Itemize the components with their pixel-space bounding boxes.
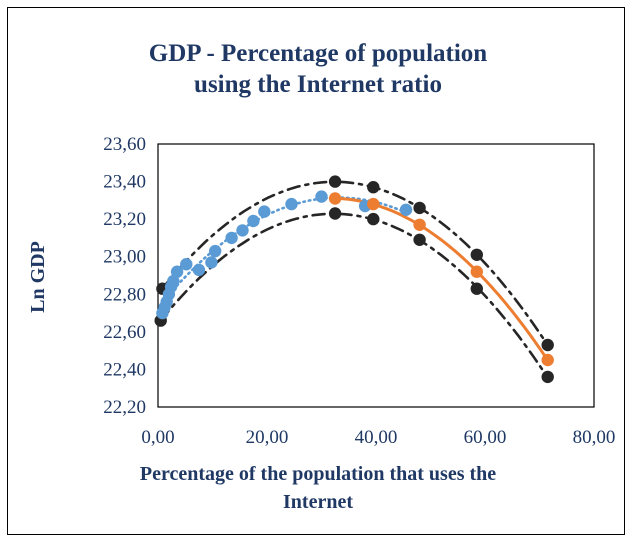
- data-point-s3-3: [413, 233, 426, 246]
- y-axis-title: Ln GDP: [27, 241, 49, 313]
- data-point-s2-4: [470, 248, 483, 261]
- data-point-s0-16: [315, 190, 328, 203]
- data-point-s2-1: [328, 175, 342, 188]
- x-axis-title-line-1: Percentage of the population that uses t…: [139, 463, 497, 485]
- data-point-s0-10: [209, 244, 222, 258]
- data-point-s0-15: [285, 197, 298, 211]
- chart-title-line-1: GDP - Percentage of population: [148, 40, 488, 67]
- data-point-s2-5: [541, 338, 554, 352]
- data-point-s0-5: [167, 274, 180, 288]
- data-point-s0-14: [258, 205, 271, 218]
- x-axis-title: Percentage of the population that uses t…: [100, 460, 536, 516]
- trend-curve-2: [161, 180, 549, 347]
- data-point-s0-6: [170, 265, 184, 278]
- x-tick-label: 80,00: [573, 427, 616, 448]
- data-point-s0-9: [205, 256, 218, 269]
- data-point-s1-0: [328, 192, 342, 205]
- x-axis-title-line-2: Internet: [283, 491, 353, 513]
- trend-curve-3: [159, 212, 549, 379]
- y-tick-label: 22,60: [103, 322, 146, 343]
- y-tick-label: 23,60: [103, 134, 146, 155]
- x-tick-label: 60,00: [464, 427, 507, 448]
- chart-title-line-2: using the Internet ratio: [194, 71, 442, 98]
- data-point-s2-2: [367, 181, 380, 194]
- data-point-s1-3: [470, 265, 483, 278]
- y-tick-label: 22,80: [103, 284, 146, 305]
- data-point-s3-2: [367, 212, 380, 226]
- y-tick-label: 23,40: [103, 172, 146, 193]
- x-tick-label: 0,00: [141, 427, 174, 448]
- data-point-s0-8: [192, 263, 206, 277]
- data-point-s3-4: [470, 282, 483, 295]
- data-point-s0-7: [180, 258, 193, 271]
- y-tick-label: 22,40: [103, 359, 146, 380]
- data-point-s1-1: [367, 197, 380, 211]
- chart-title: GDP - Percentage of population using the…: [0, 38, 636, 100]
- trend-curve-0: [161, 196, 408, 304]
- data-point-s3-5: [541, 370, 554, 384]
- y-tick-label: 23,00: [103, 247, 146, 268]
- data-point-s0-12: [236, 224, 249, 237]
- x-tick-label: 40,00: [355, 427, 398, 448]
- data-point-s1-2: [413, 218, 426, 231]
- data-point-s3-1: [328, 207, 342, 220]
- data-point-s2-3: [413, 201, 426, 215]
- data-point-s0-11: [225, 231, 238, 245]
- x-tick-label: 20,00: [246, 427, 289, 448]
- chart-frame: [7, 7, 625, 535]
- data-point-s0-18: [399, 203, 413, 216]
- y-tick-label: 22,20: [103, 397, 146, 418]
- plot-border: [157, 143, 595, 408]
- y-tick-label: 23,20: [103, 209, 146, 230]
- data-point-s0-13: [247, 214, 260, 228]
- data-point-s1-4: [541, 353, 554, 367]
